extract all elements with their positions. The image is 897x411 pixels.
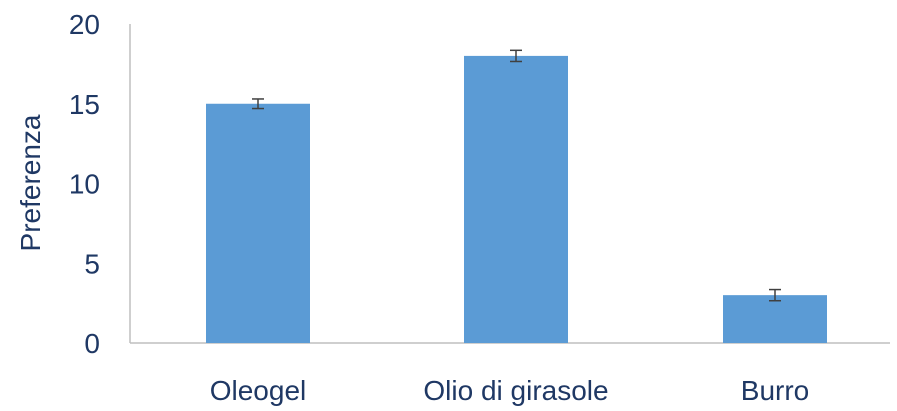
- y-tick-label: 15: [69, 89, 100, 120]
- bar: [464, 55, 568, 344]
- error-bars-group: [252, 49, 781, 302]
- y-axis-ticks: 0 5 10 15 20: [69, 9, 100, 359]
- y-axis-label: Preferenza: [15, 114, 46, 251]
- y-tick-label: 20: [69, 9, 100, 40]
- bar: [723, 295, 827, 343]
- x-tick-label: Oleogel: [210, 375, 307, 406]
- bars-group: [206, 55, 827, 344]
- y-tick-label: 10: [69, 169, 100, 200]
- y-tick-label: 5: [84, 248, 100, 279]
- x-axis-labels: Oleogel Olio di girasole Burro: [210, 375, 809, 406]
- y-tick-label: 0: [84, 328, 100, 359]
- x-tick-label: Olio di girasole: [423, 375, 608, 406]
- x-tick-label: Burro: [741, 375, 809, 406]
- bar: [206, 103, 310, 343]
